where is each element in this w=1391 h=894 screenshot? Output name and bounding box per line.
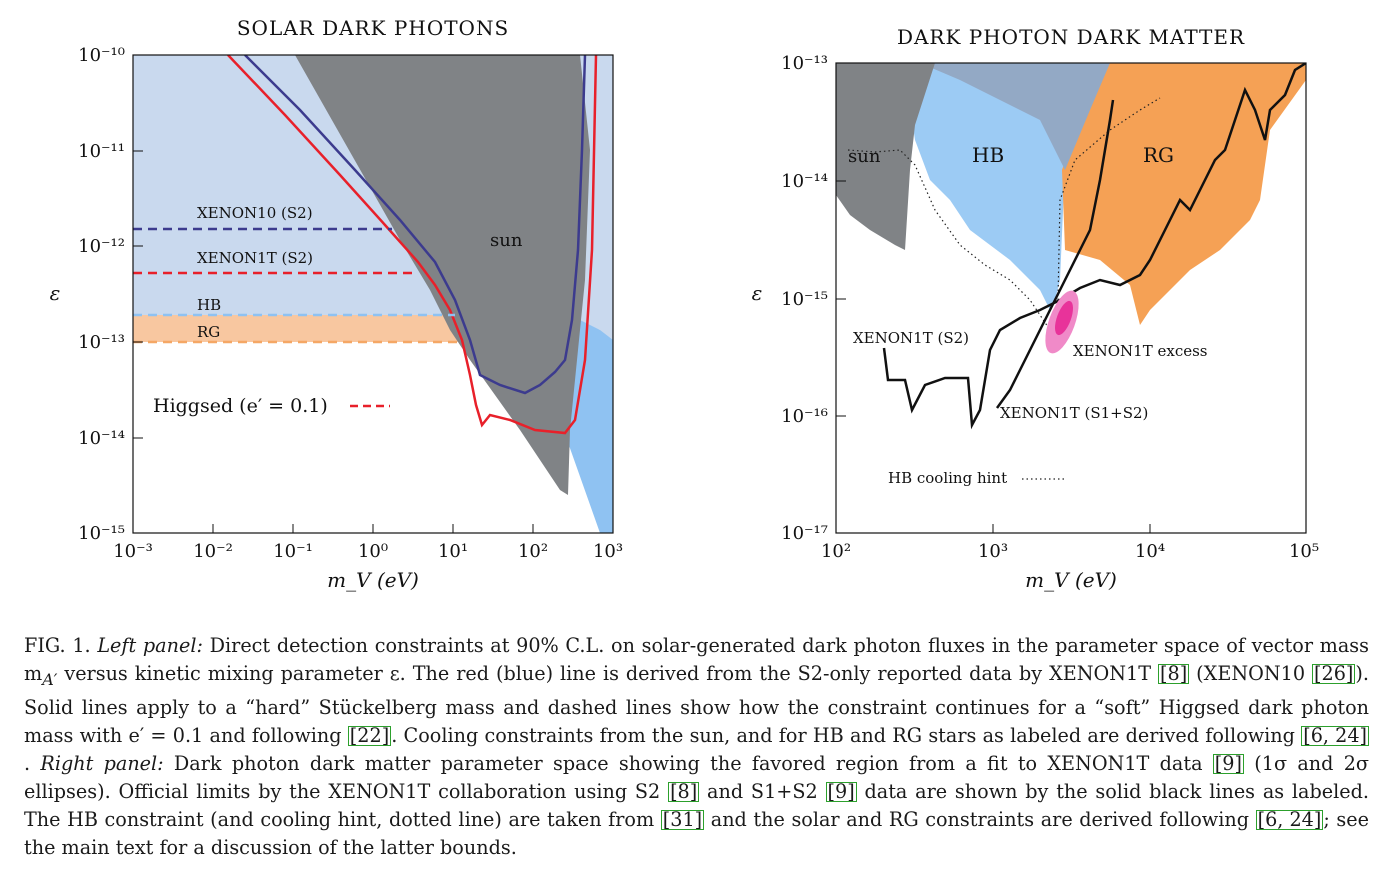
caption-text: versus kinetic mixing parameter ε. The r… bbox=[57, 662, 1159, 685]
hb-rg-overlap-region bbox=[920, 63, 1110, 170]
caption-subscript: A′ bbox=[42, 669, 58, 689]
left-x-tick-label: 10¹ bbox=[438, 541, 468, 562]
right-y-ticks bbox=[836, 180, 846, 417]
rg-excluded-region bbox=[133, 315, 460, 342]
caption-text: data are shown by the solid black lines … bbox=[24, 779, 1369, 831]
right-y-tick-label: 10⁻¹⁶ bbox=[781, 406, 828, 427]
caption-text: and S1+S2 bbox=[699, 779, 826, 803]
right-x-tick-label: 10⁵ bbox=[1289, 541, 1319, 562]
left-y-tick-label: 10⁻¹⁴ bbox=[78, 428, 125, 449]
caption-text: (XENON10 bbox=[1189, 662, 1313, 685]
higgsed-legend-label: Higgsed (e′ = 0.1) bbox=[153, 395, 328, 417]
left-y-tick-label: 10⁻¹⁰ bbox=[78, 45, 125, 66]
right-x-axis-label: m_V (eV) bbox=[1025, 568, 1117, 592]
hb-label: HB bbox=[197, 296, 221, 314]
xenon1t-solid-line bbox=[227, 55, 598, 435]
caption-left-panel-label: Left panel: bbox=[97, 634, 203, 657]
left-x-tick-label: 10⁰ bbox=[358, 541, 388, 562]
caption-text: and the solar and RG constraints are der… bbox=[704, 807, 1256, 831]
figure-caption: FIG. 1. Left panel: Direct detection con… bbox=[24, 632, 1370, 862]
xenon1t-s2-label: XENON1T (S2) bbox=[853, 329, 969, 347]
left-x-axis-label: m_V (eV) bbox=[327, 568, 419, 592]
xenon10-label: XENON10 (S2) bbox=[197, 204, 313, 222]
right-x-tick-label: 10⁴ bbox=[1135, 541, 1165, 562]
hb-label: HB bbox=[972, 143, 1004, 167]
left-y-tick-label: 10⁻¹² bbox=[78, 236, 125, 257]
caption-fig-label: FIG. 1. bbox=[24, 634, 91, 657]
caption-text: Dark photon dark matter parameter space … bbox=[163, 751, 1213, 775]
citation-link[interactable]: [9] bbox=[825, 779, 857, 803]
left-x-tick-label: 10⁻¹ bbox=[273, 541, 313, 562]
left-y-ticks bbox=[133, 150, 143, 439]
citation-link[interactable]: [31] bbox=[660, 807, 705, 831]
right-y-tick-label: 10⁻¹⁷ bbox=[781, 523, 828, 544]
right-y-tick-label: 10⁻¹⁵ bbox=[781, 289, 828, 310]
xenon1t-s1s2-label: XENON1T (S1+S2) bbox=[1000, 404, 1148, 422]
caption-text: ). Solid lines apply to a “hard” Stückel… bbox=[24, 662, 1369, 747]
citation-link[interactable]: [9] bbox=[1212, 751, 1244, 775]
xenon1t-excess-label: XENON1T excess bbox=[1073, 342, 1208, 360]
right-x-tick-label: 10² bbox=[821, 541, 851, 562]
left-plot-area bbox=[133, 55, 613, 533]
xenon1t-label: XENON1T (S2) bbox=[197, 249, 313, 267]
left-x-tick-label: 10⁻² bbox=[193, 541, 233, 562]
citation-link[interactable]: [6, 24] bbox=[1301, 723, 1370, 747]
caption-text: Direct detection constraints at 90% C.L.… bbox=[24, 634, 1369, 685]
right-plot-area bbox=[836, 63, 1306, 533]
caption-text: (1σ and 2σ ellipses). Official limits by… bbox=[24, 751, 1369, 803]
citation-link[interactable]: [22] bbox=[347, 723, 392, 747]
left-x-tick-label: 10³ bbox=[593, 541, 623, 562]
right-y-tick-label: 10⁻¹³ bbox=[781, 53, 828, 74]
right-y-tick-label: 10⁻¹⁴ bbox=[781, 171, 828, 192]
left-x-tick-label: 10⁻³ bbox=[113, 541, 153, 562]
left-y-tick-label: 10⁻¹⁵ bbox=[78, 523, 125, 544]
hb-cooling-hint-line bbox=[847, 149, 1051, 331]
caption-text: . bbox=[24, 751, 41, 775]
hb-cooling-hint-label: HB cooling hint bbox=[888, 469, 1007, 487]
caption-right-panel-label: Right panel: bbox=[40, 751, 164, 775]
xenon10-solid-line bbox=[244, 55, 587, 395]
sun-label: sun bbox=[490, 230, 523, 251]
xenon1t-s1s2-line bbox=[995, 99, 1115, 409]
citation-link[interactable]: [8] bbox=[668, 779, 700, 803]
citation-link[interactable]: [8] bbox=[1158, 662, 1190, 685]
left-panel: SOLAR DARK PHOTONS XENON10 (S2) XENON1T … bbox=[50, 16, 623, 592]
left-y-tick-label: 10⁻¹¹ bbox=[78, 141, 125, 162]
xenon1t-excess-1sigma bbox=[1054, 300, 1074, 336]
rg-label: RG bbox=[1143, 143, 1174, 167]
left-x-tick-label: 10² bbox=[518, 541, 548, 562]
citation-link[interactable]: [26] bbox=[1312, 662, 1356, 685]
xenon1t-s2-line bbox=[882, 63, 1306, 430]
citation-link[interactable]: [6, 24] bbox=[1255, 807, 1324, 831]
left-panel-title: SOLAR DARK PHOTONS bbox=[237, 16, 509, 40]
caption-text: ; see the main text for a discussion of … bbox=[24, 807, 1369, 859]
right-x-tick-label: 10³ bbox=[978, 541, 1008, 562]
right-x-ticks bbox=[992, 524, 1151, 533]
right-panel: DARK PHOTON DARK MATTER sun HB RG bbox=[752, 25, 1319, 592]
caption-text: . Cooling constraints from the sun, and … bbox=[391, 723, 1302, 747]
sun-excluded-region bbox=[836, 63, 935, 250]
figure-1: SOLAR DARK PHOTONS XENON10 (S2) XENON1T … bbox=[50, 16, 1319, 592]
rg-label: RG bbox=[197, 323, 220, 341]
right-panel-title: DARK PHOTON DARK MATTER bbox=[897, 25, 1245, 49]
left-y-tick-label: 10⁻¹³ bbox=[78, 332, 125, 353]
right-y-axis-label: ε bbox=[752, 281, 763, 305]
sun-label: sun bbox=[848, 146, 881, 167]
rg-excluded-region bbox=[1062, 63, 1306, 325]
left-y-axis-label: ε bbox=[50, 281, 61, 305]
left-x-ticks bbox=[132, 524, 614, 533]
